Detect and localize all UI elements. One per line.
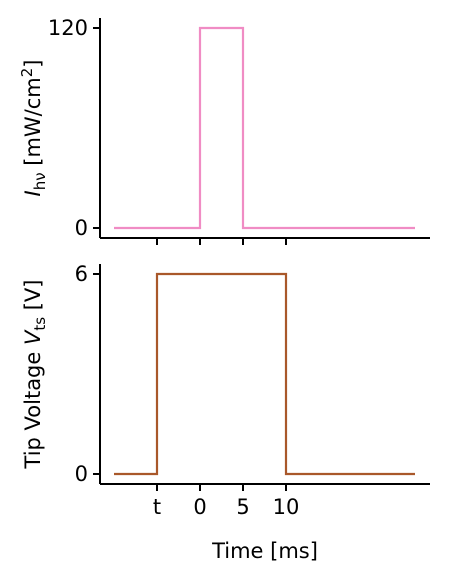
x-axis-label: Time [ms] <box>211 539 318 563</box>
y-tick-label: 6 <box>75 262 88 286</box>
x-tick-label: t <box>153 495 161 519</box>
y-tick-label: 0 <box>75 216 88 240</box>
x-tick-label: 0 <box>193 495 206 519</box>
top-panel: 0 120 Ihν [mW/cm2] <box>18 16 430 245</box>
y-tick-label: 0 <box>75 462 88 486</box>
series-line <box>114 26 415 230</box>
x-tick-label: 5 <box>236 495 249 519</box>
x-tick-label: 10 <box>273 495 300 519</box>
y-axis-label: Tip Voltage Vts [V] <box>21 280 49 470</box>
series-line <box>114 272 415 476</box>
bottom-panel: 0 6 t 0 5 10 Tip Voltage Vts [V] Time [ms] <box>21 262 430 563</box>
y-axis-label: Ihν [mW/cm2] <box>18 59 49 196</box>
y-tick-label: 120 <box>48 16 88 40</box>
